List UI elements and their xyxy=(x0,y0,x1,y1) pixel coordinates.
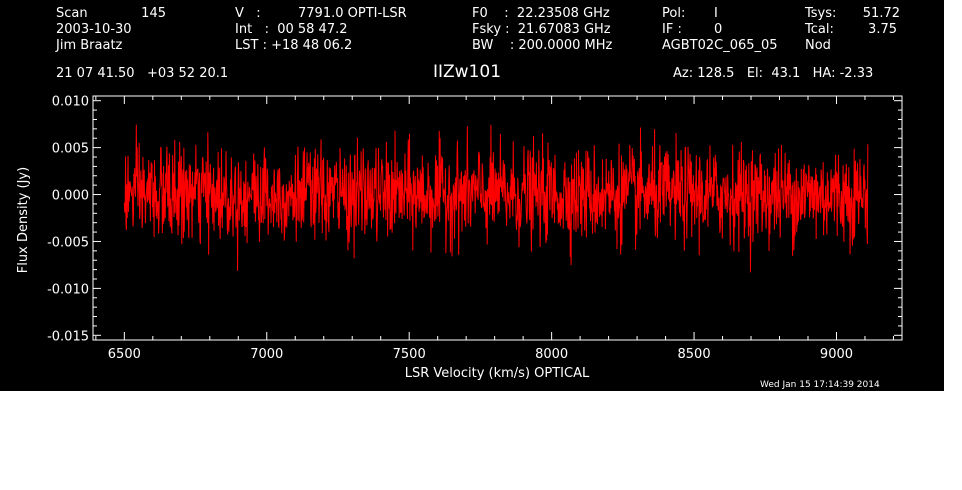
observer-name: Jim Braatz xyxy=(56,38,123,53)
tcal-label: Tcal: xyxy=(805,22,834,37)
source-coordinates: 21 07 41.50 +03 52 20.1 xyxy=(56,66,229,81)
x-tick-label: 7000 xyxy=(250,347,283,362)
axes-layer: 6500 7000 7500 8000 8500 9000 0.010 0.005 0.000 -… xyxy=(47,95,903,362)
rest-frequency: F0 : 22.23508 GHz xyxy=(472,6,610,21)
scan-label: Scan xyxy=(56,6,88,21)
x-tick-label: 6500 xyxy=(108,347,141,362)
if-value: 0 xyxy=(714,22,723,37)
pol-value: I xyxy=(714,6,718,21)
spectrum-trace-layer xyxy=(123,124,869,273)
sky-frequency: Fsky : 21.67083 GHz xyxy=(472,22,611,37)
switching-mode: Nod xyxy=(805,38,831,53)
velocity-label: V : xyxy=(235,6,261,21)
x-tick-label: 7500 xyxy=(393,347,426,362)
plot-frame-border xyxy=(92,95,903,341)
y-tick-label: 0.010 xyxy=(52,95,89,110)
lst: LST : +18 48 06.2 xyxy=(235,38,353,53)
y-tick-label: -0.015 xyxy=(47,329,89,344)
spectrum-chart: 6500 7000 7500 8000 8500 9000 0.010 0.005 0.000 -… xyxy=(16,95,903,381)
bandwidth: BW : 200.0000 MHz xyxy=(472,38,613,53)
y-tick-label: -0.005 xyxy=(47,235,89,250)
tsys-value: 51.72 xyxy=(862,6,900,21)
x-axis-label: LSR Velocity (km/s) OPTICAL xyxy=(405,366,590,381)
y-tick-label: 0.000 xyxy=(52,189,89,204)
y-axis-label: Flux Density (Jy) xyxy=(16,167,31,273)
y-tick-label: -0.010 xyxy=(47,282,89,297)
y-tick-label: 0.005 xyxy=(52,142,89,157)
spectrum-trace xyxy=(123,124,869,273)
velocity-value: 7791.0 OPTI-LSR xyxy=(298,6,407,21)
x-tick-label: 8500 xyxy=(678,347,711,362)
integration-time: Int : 00 58 47.2 xyxy=(235,22,348,37)
x-tick-label: 8000 xyxy=(535,347,568,362)
if-label: IF : xyxy=(662,22,682,37)
project-id: AGBT02C_065_05 xyxy=(662,38,778,53)
source-name: IIZw101 xyxy=(433,62,502,82)
timestamp: Wed Jan 15 17:14:39 2014 xyxy=(760,380,880,390)
tsys-label: Tsys: xyxy=(805,6,837,21)
tcal-value: 3.75 xyxy=(868,22,897,37)
scan-number: 145 xyxy=(141,6,166,21)
pol-label: Pol: xyxy=(662,6,686,21)
obs-date: 2003-10-30 xyxy=(56,22,132,37)
az-el-ha: Az: 128.5 El: 43.1 HA: -2.33 xyxy=(673,66,874,81)
plot-window: Scan 145 2003-10-30 Jim Braatz V : 7791.… xyxy=(0,0,944,391)
x-tick-label: 9000 xyxy=(820,347,853,362)
